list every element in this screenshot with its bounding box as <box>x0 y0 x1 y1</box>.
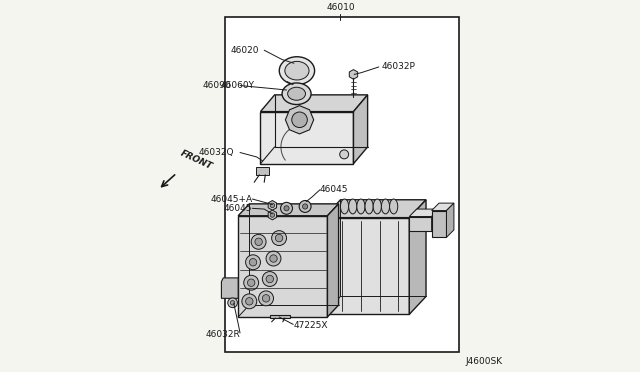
Circle shape <box>275 234 283 242</box>
Polygon shape <box>270 315 291 318</box>
Polygon shape <box>221 278 238 298</box>
Circle shape <box>270 203 275 208</box>
Circle shape <box>270 213 275 217</box>
Polygon shape <box>353 95 367 164</box>
Text: 46032P: 46032P <box>381 62 415 71</box>
Ellipse shape <box>357 199 365 214</box>
Circle shape <box>299 201 311 212</box>
Polygon shape <box>447 203 454 237</box>
Circle shape <box>246 298 253 305</box>
Circle shape <box>280 202 292 214</box>
Circle shape <box>250 259 257 266</box>
Polygon shape <box>328 204 339 317</box>
Ellipse shape <box>365 199 373 214</box>
Text: FRONT: FRONT <box>179 148 214 171</box>
Text: 46090: 46090 <box>202 81 231 90</box>
Circle shape <box>230 301 235 305</box>
Polygon shape <box>238 216 328 317</box>
Text: 46032Q: 46032Q <box>199 148 234 157</box>
Text: 46032R: 46032R <box>205 330 240 339</box>
Circle shape <box>255 238 262 246</box>
Text: 46010: 46010 <box>326 3 355 12</box>
Ellipse shape <box>279 57 315 84</box>
Ellipse shape <box>373 199 381 214</box>
Ellipse shape <box>287 87 305 100</box>
Text: 46045+A: 46045+A <box>210 195 252 203</box>
Bar <box>225 17 460 352</box>
Circle shape <box>266 275 273 283</box>
Bar <box>431 211 447 237</box>
Bar <box>255 167 269 175</box>
Ellipse shape <box>381 199 390 214</box>
Circle shape <box>228 298 237 308</box>
Circle shape <box>248 279 255 286</box>
Polygon shape <box>238 204 339 216</box>
Ellipse shape <box>390 199 397 214</box>
Bar <box>410 217 431 231</box>
Circle shape <box>303 204 308 209</box>
Circle shape <box>266 251 281 266</box>
Polygon shape <box>431 209 439 231</box>
Circle shape <box>244 275 259 290</box>
Text: J4600SK: J4600SK <box>465 357 502 366</box>
Ellipse shape <box>282 83 311 105</box>
Polygon shape <box>431 203 454 211</box>
Circle shape <box>271 231 287 246</box>
Text: 46045: 46045 <box>320 185 349 194</box>
Circle shape <box>246 255 260 270</box>
Polygon shape <box>260 95 367 112</box>
Circle shape <box>262 295 270 302</box>
Polygon shape <box>324 200 426 218</box>
Circle shape <box>259 291 273 306</box>
Polygon shape <box>410 209 439 217</box>
Circle shape <box>292 112 307 128</box>
Ellipse shape <box>349 199 357 214</box>
Text: 46060Y: 46060Y <box>221 81 255 90</box>
Ellipse shape <box>285 61 309 80</box>
Text: 46020: 46020 <box>230 46 259 55</box>
Circle shape <box>270 255 277 262</box>
Polygon shape <box>260 112 353 164</box>
Circle shape <box>251 234 266 249</box>
Circle shape <box>242 294 257 309</box>
Circle shape <box>340 150 349 159</box>
Text: 46045: 46045 <box>224 204 252 213</box>
Circle shape <box>262 272 277 286</box>
Polygon shape <box>324 218 410 314</box>
Circle shape <box>284 206 289 211</box>
Text: 47225X: 47225X <box>294 321 328 330</box>
Ellipse shape <box>340 199 349 214</box>
Polygon shape <box>410 200 426 314</box>
